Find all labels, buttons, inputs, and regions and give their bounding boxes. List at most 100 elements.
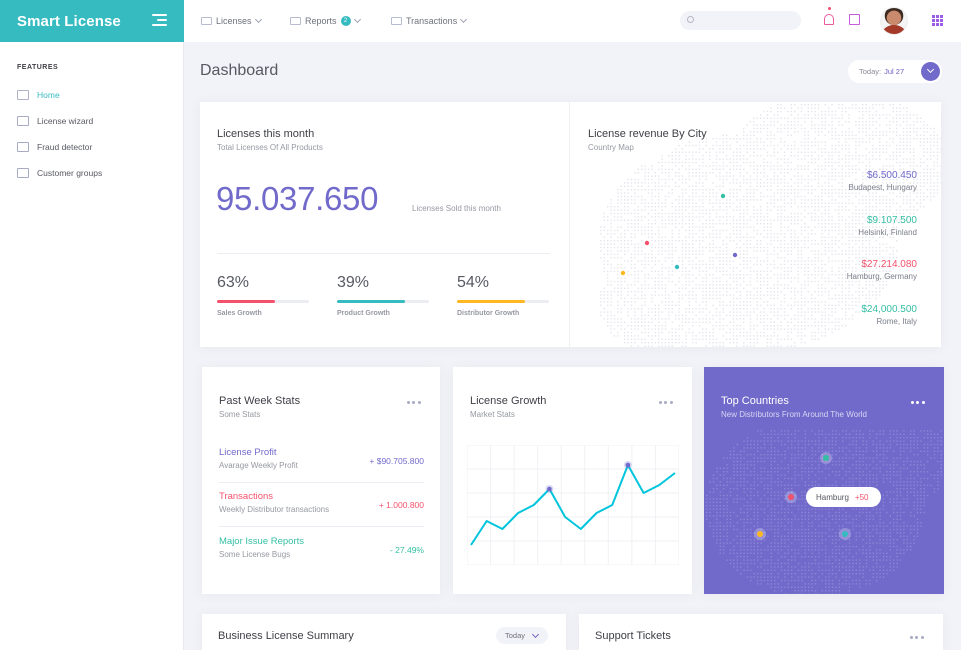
map-dots-layer [600, 104, 941, 347]
dotted-europe-map [600, 104, 941, 347]
list-item: License Profit Avarage Weekly Profit + $… [219, 447, 424, 491]
sidebar-item-label: License wizard [37, 116, 94, 126]
search-icon[interactable] [687, 16, 694, 23]
license-growth-card: License Growth Market Stats [453, 367, 692, 594]
past-week-stats-card: Past Week Stats Some Stats License Profi… [202, 367, 440, 594]
speaker-icon [391, 17, 402, 25]
nav-licenses[interactable]: Licenses [201, 14, 262, 28]
nav-label: Transactions [406, 16, 458, 26]
city-hamburg: $27.214.080 Hamburg, Germany [847, 259, 917, 281]
inbox-icon [17, 168, 29, 178]
sidebar-item-home[interactable]: Home [17, 88, 60, 102]
more-options-icon[interactable] [910, 401, 928, 404]
stat-value: 39% [337, 274, 370, 291]
chart-grid [467, 445, 679, 565]
date-label: Today: [859, 67, 882, 76]
chart-point[interactable] [547, 486, 552, 492]
city-budapest: $6.500.450 Budapest, Hungary [849, 170, 918, 192]
nav-transactions[interactable]: Transactions [391, 14, 468, 28]
card-subtitle: New Distributors From Around The World [721, 410, 867, 419]
date-value: Jul 27 [884, 67, 905, 76]
row-title[interactable]: Major Issue Reports [219, 536, 305, 547]
more-options-icon[interactable] [909, 636, 927, 639]
city-revenue: $27.214.080 [861, 259, 917, 270]
list-item: Major Issue Reports Some License Bugs - … [219, 536, 424, 580]
stat-label: Product Growth [337, 310, 390, 317]
chart-point[interactable] [625, 462, 631, 468]
folder-icon [290, 17, 301, 25]
date-picker[interactable]: Today: Jul 27 [848, 60, 942, 83]
map-marker-dot [823, 455, 829, 461]
sidebar-item-label: Home [37, 90, 60, 100]
license-growth-chart [467, 445, 679, 565]
map-marker-dot [674, 264, 680, 270]
map-dots-layer [706, 430, 942, 594]
progress-fill [337, 300, 406, 303]
sidebar-toggle-icon[interactable] [152, 14, 167, 26]
top-header: Licenses Reports 2 Transactions [184, 0, 961, 42]
sidebar-section-title: FEATURES [17, 64, 59, 71]
avatar[interactable] [880, 7, 908, 35]
sidebar-item-label: Fraud detector [37, 142, 93, 152]
date-dropdown-button[interactable] [921, 62, 940, 81]
card-title: License Growth [470, 395, 547, 407]
edit-icon [17, 116, 29, 126]
sidebar-item-fraud-detector[interactable]: Fraud detector [17, 140, 92, 154]
row-divider [219, 526, 424, 527]
tooltip-city: Hamburg [816, 492, 849, 502]
row-divider [219, 482, 424, 483]
nav-label: Licenses [216, 16, 252, 26]
row-value: + 1.000.800 [378, 500, 424, 510]
card-title: Support Tickets [595, 630, 671, 642]
list-item: Transactions Weekly Distributor transact… [219, 491, 424, 535]
sidebar-item-license-wizard[interactable]: License wizard [17, 114, 93, 128]
progress-track [217, 300, 309, 303]
clipboard-icon[interactable] [849, 14, 860, 25]
book-icon [17, 142, 29, 152]
dotted-countries-map [706, 430, 942, 594]
nav-reports[interactable]: Reports 2 [290, 14, 361, 28]
bell-icon[interactable] [824, 14, 834, 25]
product-growth-stat: 39% Product Growth [337, 274, 429, 317]
more-options-icon[interactable] [406, 401, 424, 404]
progress-track [337, 300, 429, 303]
city-name: Rome, Italy [876, 317, 917, 326]
row-subtitle: Some License Bugs [219, 550, 291, 559]
search-input[interactable] [680, 11, 801, 30]
card-subtitle: Market Stats [470, 410, 515, 419]
divider [217, 253, 550, 254]
map-marker-dot [732, 252, 738, 258]
row-subtitle: Weekly Distributor transactions [219, 505, 330, 514]
stat-value: 63% [217, 274, 250, 291]
row-title[interactable]: Transactions [219, 491, 274, 502]
licenses-total-label: Licenses Sold this month [412, 204, 501, 213]
support-tickets-card: Support Tickets [579, 614, 943, 650]
sidebar-item-customer-groups[interactable]: Customer groups [17, 166, 102, 180]
brand-name[interactable]: Smart License [17, 12, 121, 30]
sales-growth-stat: 63% Sales Growth [217, 274, 309, 317]
licenses-subtitle: Total Licenses Of All Products [217, 143, 323, 152]
map-tooltip: Hamburg +50 [806, 487, 881, 507]
top-countries-card: Top Countries New Distributors From Arou… [704, 367, 944, 594]
chevron-down-icon [254, 15, 262, 24]
row-title[interactable]: License Profit [219, 447, 277, 458]
map-marker-dot [644, 240, 650, 246]
city-rome: $24,000.500 Rome, Italy [861, 304, 917, 326]
city-revenue: $24,000.500 [861, 304, 917, 315]
more-options-icon[interactable] [658, 401, 676, 404]
today-filter-dropdown[interactable]: Today [496, 627, 548, 644]
sidebar: FEATURES Home License wizard Fraud detec… [0, 42, 184, 650]
tooltip-value: +50 [854, 492, 869, 502]
apps-grid-icon[interactable] [932, 15, 943, 26]
reports-badge: 2 [340, 16, 351, 26]
card-title: Business License Summary [218, 630, 354, 642]
progress-track [457, 300, 549, 303]
vertical-divider [569, 102, 570, 347]
distributor-growth-stat: 54% Distributor Growth [457, 274, 549, 317]
licenses-overview-card: Licenses this month Total Licenses Of Al… [200, 102, 941, 347]
licenses-total: 95.037.650 [216, 180, 379, 217]
map-marker-dot [757, 531, 763, 537]
home-icon [17, 90, 29, 100]
envelope-icon [201, 17, 212, 25]
sidebar-item-label: Customer groups [37, 168, 103, 178]
